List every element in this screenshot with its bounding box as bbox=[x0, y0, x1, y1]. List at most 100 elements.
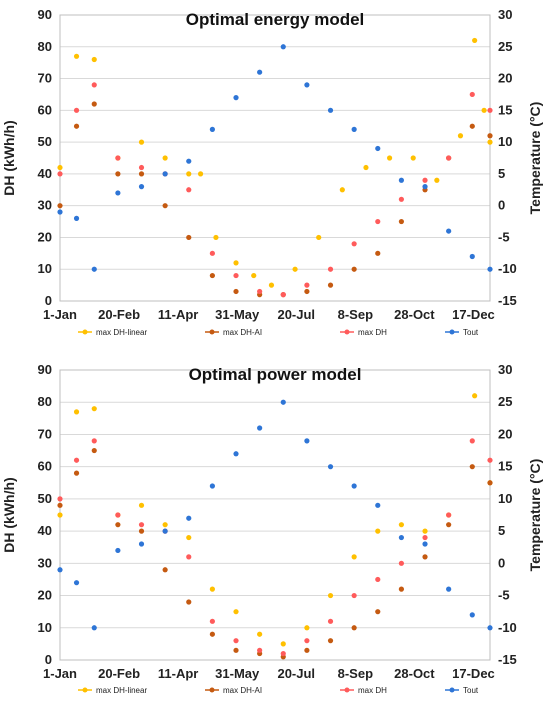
data-point bbox=[233, 288, 239, 295]
y-tick-label: 20 bbox=[38, 229, 52, 244]
data-point bbox=[446, 512, 452, 518]
data-point bbox=[422, 528, 428, 534]
data-point bbox=[375, 145, 381, 152]
series-max-dh bbox=[57, 438, 493, 657]
data-point bbox=[186, 234, 192, 241]
data-point bbox=[197, 171, 204, 177]
data-point bbox=[162, 522, 168, 528]
y-axis-label: DH (kWh/h) bbox=[1, 120, 17, 195]
data-point bbox=[375, 218, 381, 225]
data-point bbox=[469, 464, 475, 470]
data-point bbox=[327, 592, 334, 599]
x-tick-label: 8-Sep bbox=[338, 307, 373, 322]
data-point bbox=[481, 107, 487, 113]
chart-title: Optimal power model bbox=[189, 365, 362, 384]
y2-tick-label: 25 bbox=[498, 394, 512, 409]
data-point bbox=[375, 528, 381, 534]
y-tick-label: 0 bbox=[45, 293, 52, 308]
data-point bbox=[162, 203, 168, 209]
data-point bbox=[257, 288, 263, 295]
y-tick-label: 60 bbox=[38, 459, 52, 474]
data-point bbox=[351, 266, 357, 272]
data-point bbox=[351, 126, 357, 132]
y-tick-label: 40 bbox=[38, 166, 52, 181]
legend-marker bbox=[82, 687, 88, 693]
data-point bbox=[115, 190, 121, 196]
x-tick-label: 1-Jan bbox=[43, 307, 77, 322]
data-point bbox=[280, 641, 286, 647]
data-point bbox=[375, 502, 381, 508]
chart-panel-2: 0 10 20 30 40 50 60 70 80 90 -15 -10 -5 0 5 10 15 20 25 30 1… bbox=[1, 362, 543, 695]
y-tick-label: 30 bbox=[38, 555, 52, 570]
data-point bbox=[115, 171, 121, 177]
data-point bbox=[304, 282, 310, 288]
y-tick-label: 40 bbox=[38, 523, 52, 538]
data-point bbox=[327, 282, 334, 288]
data-point bbox=[73, 457, 80, 463]
y-tick-label: 90 bbox=[38, 7, 52, 22]
data-point bbox=[375, 576, 381, 583]
data-point bbox=[57, 502, 63, 508]
chart-title: Optimal energy model bbox=[186, 10, 365, 29]
data-point bbox=[469, 253, 475, 260]
legend-marker bbox=[82, 329, 88, 335]
series-max-dh-ai bbox=[57, 101, 493, 298]
data-point bbox=[162, 171, 168, 177]
legend-label: Tout bbox=[463, 686, 479, 695]
data-point bbox=[138, 184, 145, 190]
data-point bbox=[351, 554, 357, 560]
x-tick-label: 31-May bbox=[215, 307, 260, 322]
data-point bbox=[91, 438, 97, 444]
y2-tick-label: 10 bbox=[498, 134, 512, 149]
data-point bbox=[363, 164, 369, 171]
data-point bbox=[422, 541, 428, 547]
data-point bbox=[138, 164, 145, 171]
data-point bbox=[57, 496, 63, 502]
data-point bbox=[446, 522, 452, 528]
data-point bbox=[304, 438, 310, 444]
data-point bbox=[91, 625, 97, 631]
legend-item: max DH-linear bbox=[78, 328, 147, 337]
data-point bbox=[386, 155, 393, 161]
data-point bbox=[304, 288, 310, 295]
legend-label: max DH bbox=[358, 328, 387, 337]
y2-tick-label: -5 bbox=[498, 229, 510, 244]
x-tick-label: 20-Feb bbox=[98, 666, 140, 681]
data-point bbox=[398, 586, 405, 592]
y2-tick-label: -10 bbox=[498, 261, 517, 276]
data-point bbox=[73, 53, 80, 59]
data-point bbox=[304, 638, 310, 644]
data-point bbox=[398, 177, 405, 183]
legend-label: Tout bbox=[463, 328, 479, 337]
legend-marker bbox=[449, 687, 455, 693]
data-point bbox=[186, 158, 192, 164]
data-point bbox=[410, 155, 416, 161]
y2-tick-label: -5 bbox=[498, 588, 510, 603]
y2-axis-label: Temperature (°C) bbox=[527, 102, 543, 215]
data-point bbox=[57, 567, 63, 573]
y-tick-label: 30 bbox=[38, 198, 52, 213]
data-point bbox=[398, 218, 405, 225]
y-tick-label: 0 bbox=[45, 652, 52, 667]
data-point bbox=[138, 528, 145, 534]
y-tick-label: 80 bbox=[38, 394, 52, 409]
data-point bbox=[138, 522, 145, 528]
data-point bbox=[487, 480, 493, 486]
x-tick-label: 11-Apr bbox=[158, 666, 198, 681]
data-point bbox=[422, 554, 428, 560]
y-tick-label: 70 bbox=[38, 426, 52, 441]
data-point bbox=[233, 95, 239, 101]
data-point bbox=[57, 171, 63, 177]
data-point bbox=[327, 618, 334, 624]
data-point bbox=[398, 534, 405, 541]
data-point bbox=[162, 155, 168, 161]
data-point bbox=[115, 512, 121, 518]
y2-tick-label: 5 bbox=[498, 523, 505, 538]
data-point bbox=[115, 522, 121, 528]
data-point bbox=[487, 139, 493, 145]
legend-item: max DH-AI bbox=[205, 328, 262, 337]
y-tick-label: 20 bbox=[38, 588, 52, 603]
legend-marker bbox=[449, 329, 455, 335]
data-point bbox=[209, 250, 215, 256]
